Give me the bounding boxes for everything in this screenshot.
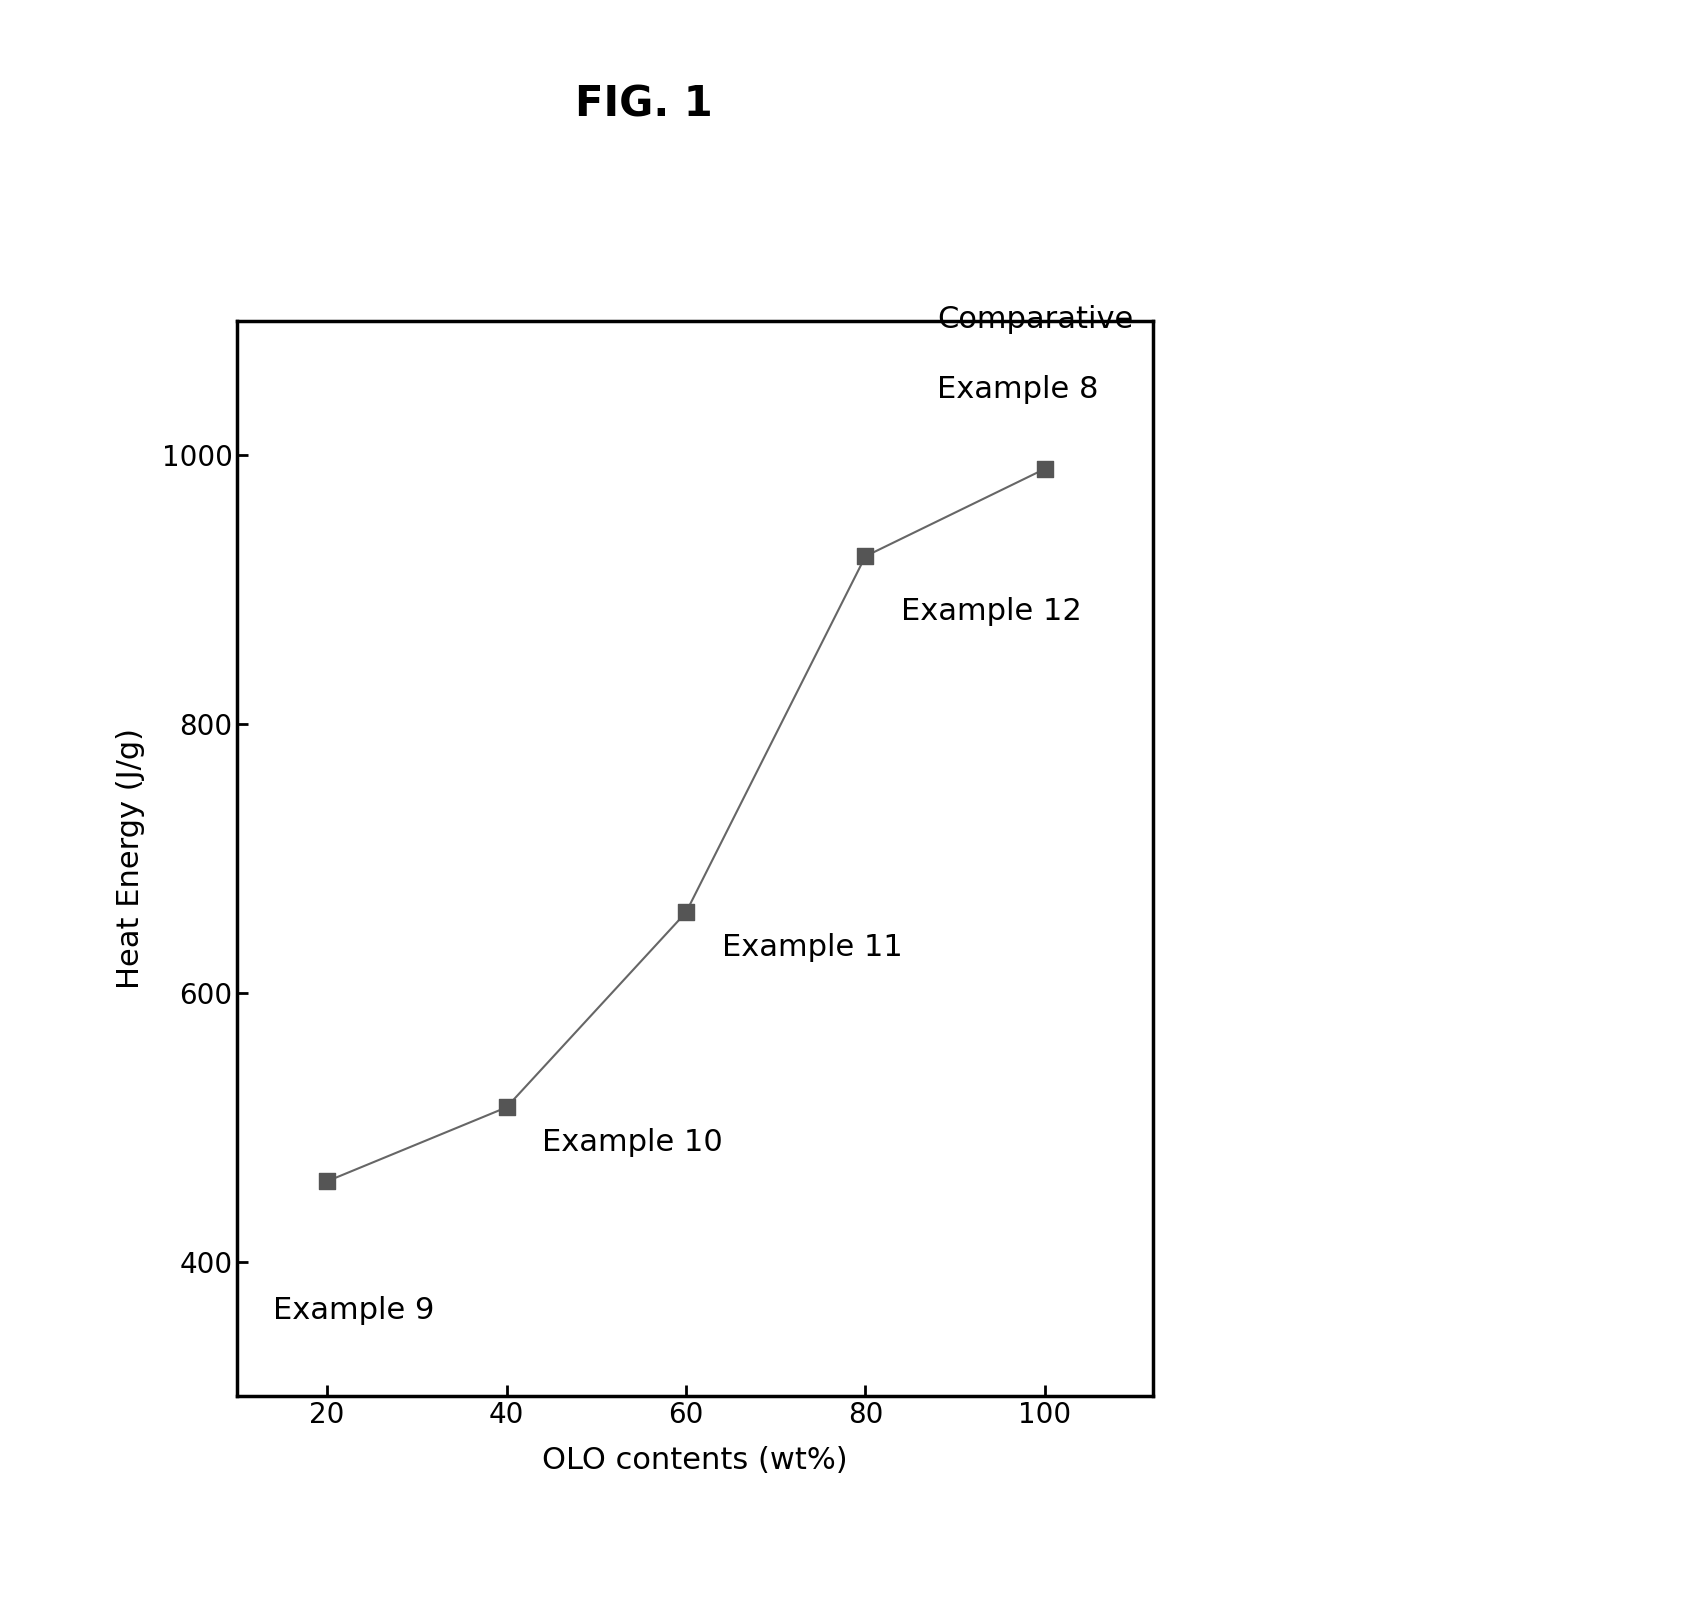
- Point: [314, 1168, 341, 1194]
- Text: Example 8: Example 8: [937, 376, 1098, 404]
- Point: [1031, 456, 1058, 481]
- Point: [493, 1095, 520, 1120]
- Point: [673, 899, 700, 924]
- Text: Example 12: Example 12: [902, 597, 1081, 626]
- Y-axis label: Heat Energy (J/g): Heat Energy (J/g): [115, 729, 144, 989]
- Point: [853, 544, 880, 570]
- Text: Comparative: Comparative: [937, 305, 1134, 334]
- Text: Example 10: Example 10: [542, 1127, 724, 1157]
- Text: Example 11: Example 11: [722, 933, 903, 961]
- Text: FIG. 1: FIG. 1: [575, 83, 714, 125]
- X-axis label: OLO contents (wt%): OLO contents (wt%): [542, 1446, 848, 1475]
- Text: Example 9: Example 9: [273, 1295, 434, 1324]
